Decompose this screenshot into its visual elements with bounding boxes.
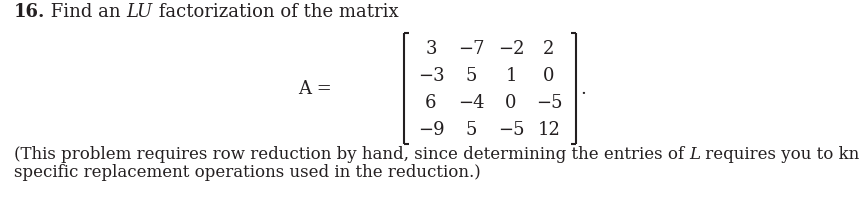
Text: 16.: 16.: [14, 3, 46, 21]
Text: LU: LU: [126, 3, 153, 21]
Text: −3: −3: [418, 67, 445, 85]
Text: 2: 2: [544, 40, 555, 58]
Text: (This problem requires row reduction by hand, since determining the entries of: (This problem requires row reduction by …: [14, 145, 690, 162]
Text: L: L: [690, 145, 700, 162]
Text: 0: 0: [506, 94, 517, 111]
Text: 6: 6: [425, 94, 437, 111]
Text: Find an: Find an: [46, 3, 126, 21]
Text: 12: 12: [538, 121, 561, 138]
Text: .: .: [580, 80, 586, 98]
Text: factorization of the matrix: factorization of the matrix: [153, 3, 398, 21]
Text: −9: −9: [418, 121, 445, 138]
Text: −5: −5: [498, 121, 525, 138]
Text: 1: 1: [506, 67, 517, 85]
Text: specific replacement operations used in the reduction.): specific replacement operations used in …: [14, 163, 481, 180]
Text: 0: 0: [544, 67, 555, 85]
Text: A =: A =: [298, 80, 332, 98]
Text: 3: 3: [425, 40, 437, 58]
Text: requires you to know the: requires you to know the: [700, 145, 860, 162]
Text: −4: −4: [458, 94, 484, 111]
Text: 5: 5: [465, 67, 476, 85]
Text: −5: −5: [536, 94, 562, 111]
Text: −7: −7: [458, 40, 484, 58]
Text: 5: 5: [465, 121, 476, 138]
Text: −2: −2: [498, 40, 525, 58]
